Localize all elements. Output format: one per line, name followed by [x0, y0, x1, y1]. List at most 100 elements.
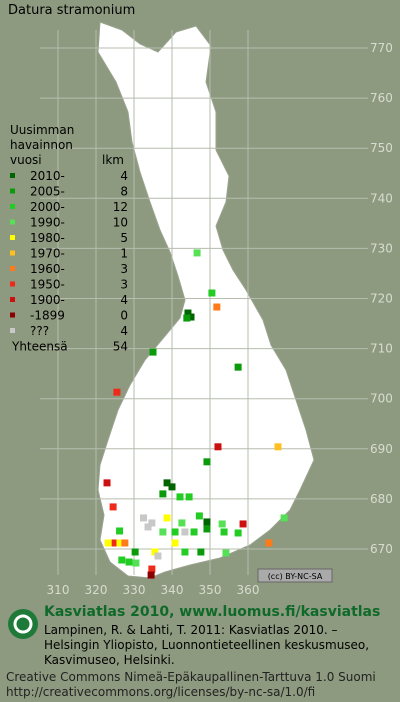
occurrence-square — [187, 313, 195, 321]
occurrence-square — [159, 528, 167, 536]
occurrence-square — [185, 493, 193, 501]
occurrence-square — [190, 528, 198, 536]
occurrence-square — [113, 388, 121, 396]
occurrence-square — [203, 525, 211, 533]
occurrence-square — [147, 571, 155, 579]
occurrence-square — [197, 548, 205, 556]
legend-swatch — [10, 219, 15, 225]
y-tick-label: 710 — [370, 342, 393, 356]
legend-swatch — [10, 188, 15, 194]
occurrence-square — [203, 518, 211, 526]
occurrence-square — [168, 483, 176, 491]
x-tick-label: 310 — [47, 583, 70, 597]
y-tick-label: 730 — [370, 241, 393, 255]
occurrence-square — [125, 558, 133, 566]
occurrence-square — [234, 529, 242, 537]
legend-swatch — [10, 281, 15, 287]
occurrence-square — [220, 528, 228, 536]
legend-swatch — [10, 204, 15, 209]
y-tick-label: 720 — [370, 292, 393, 306]
legend-swatch — [10, 235, 15, 240]
legend-label: 2010- — [30, 169, 65, 183]
legend-swatch — [10, 266, 15, 271]
occurrence-square — [239, 520, 247, 528]
cc-badge-text: (cc) BY-NC-SA — [268, 572, 323, 581]
occurrence-square — [148, 565, 156, 573]
occurrence-square — [222, 549, 230, 557]
legend-count: 3 — [120, 278, 128, 292]
occurrence-square — [104, 539, 112, 547]
atlas-title: Kasviatlas 2010, www.luomus.fi/kasviatla… — [44, 604, 381, 620]
occurrence-square — [140, 514, 147, 522]
x-tick-label: 360 — [237, 583, 260, 597]
occurrence-square — [178, 519, 186, 527]
points — [103, 249, 288, 579]
occurrence-square — [132, 559, 140, 567]
legend-label: 1970- — [30, 247, 65, 261]
occurrence-square — [109, 503, 117, 511]
occurrence-square — [159, 490, 167, 498]
legend-label: 1980- — [30, 231, 65, 245]
occurrence-square — [234, 363, 242, 371]
occurrence-square — [193, 249, 201, 257]
y-tick-label: 690 — [370, 442, 393, 456]
legend-count: 4 — [120, 324, 128, 338]
legend: Uusimman havainnon vuosi lkm 2010- 4 2005-… — [10, 123, 128, 354]
legend-swatch — [10, 328, 15, 333]
x-tick-label: 330 — [123, 583, 146, 597]
occurrence-square — [148, 519, 156, 527]
legend-label: 1950- — [30, 278, 65, 292]
legend-count: 3 — [120, 262, 128, 276]
occurrence-square — [274, 443, 282, 451]
occurrence-square — [116, 527, 124, 535]
license-line: Creative Commons Nimeä-Epäkaupallinen-Ta… — [6, 670, 376, 684]
legend-swatch — [10, 312, 15, 318]
y-tick-label: 740 — [370, 191, 393, 205]
legend-label: -1899 — [30, 309, 65, 323]
occurrence-square — [218, 520, 226, 528]
finland-outline — [97, 21, 315, 579]
occurrence-square — [151, 548, 159, 556]
occurrence-square — [118, 556, 126, 564]
legend-count: 4 — [120, 293, 128, 307]
legend-label: 1990- — [30, 216, 65, 230]
legend-total-label: Yhteensä — [11, 340, 68, 354]
occurrence-square — [116, 539, 124, 547]
legend-label: 2000- — [30, 200, 65, 214]
y-tick-label: 670 — [370, 542, 393, 556]
license: Creative Commons Nimeä-Epäkaupallinen-Ta… — [6, 670, 376, 700]
legend-count: 5 — [120, 231, 128, 245]
y-tick-label: 760 — [370, 91, 393, 105]
occurrence-square — [163, 479, 171, 487]
grid: 310 320 330 340 350 3606706806907007107207307… — [40, 30, 393, 597]
occurrence-square — [195, 512, 203, 520]
occurrence-square — [154, 552, 162, 560]
species-name: Datura stramonium — [8, 3, 135, 18]
legend-count-heading: lkm — [102, 153, 124, 167]
occurrence-square — [203, 458, 211, 466]
occurrence-square — [103, 479, 111, 487]
legend-heading-line: vuosi — [10, 153, 42, 167]
occurrence-square — [280, 514, 288, 522]
legend-swatch — [10, 173, 15, 178]
occurrence-square — [208, 289, 216, 297]
occurrence-square — [265, 539, 273, 547]
logo — [8, 609, 38, 639]
occurrence-square — [144, 523, 152, 531]
legend-label: 1900- — [30, 293, 65, 307]
citation-line: Kasvimuseo, Helsinki. — [44, 653, 175, 667]
occurrence-square — [163, 514, 171, 522]
occurrence-square — [171, 528, 179, 536]
x-tick-label: 340 — [161, 583, 184, 597]
license-line: http://creativecommons.org/licenses/by-n… — [6, 685, 316, 699]
occurrence-square — [214, 443, 222, 451]
citation: Lampinen, R. & Lahti, T. 2011: Kasviatla… — [44, 623, 394, 668]
occurrence-square — [183, 314, 191, 322]
map: 310 320 330 340 350 3606706806907007107207307… — [8, 3, 393, 597]
occurrence-square — [121, 539, 129, 547]
legend-total: 54 — [113, 340, 128, 354]
occurrence-square — [171, 539, 179, 547]
occurrence-square — [181, 528, 189, 536]
x-tick-label: 320 — [85, 583, 108, 597]
